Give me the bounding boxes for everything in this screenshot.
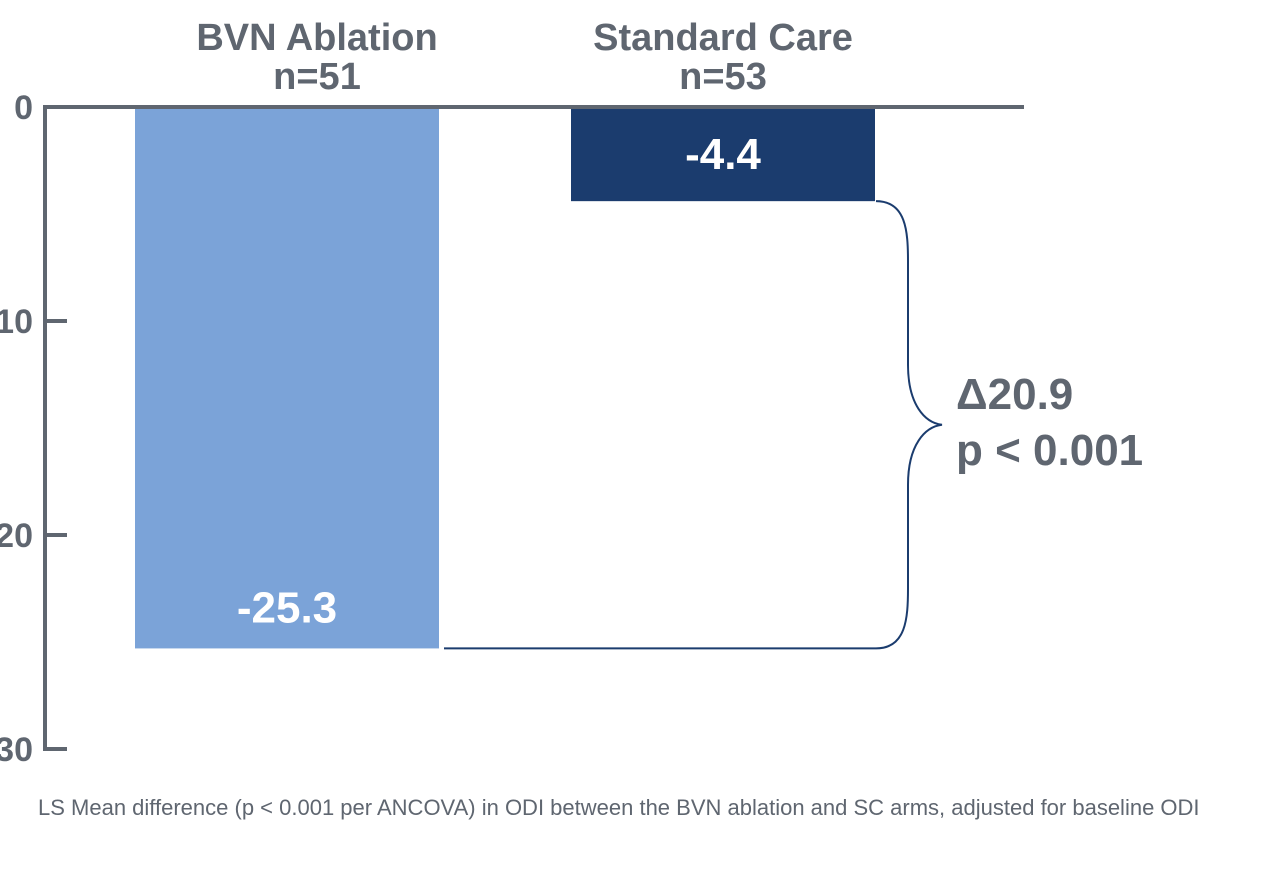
axis-layer	[43, 105, 1024, 751]
bar-standard-care	[571, 107, 875, 202]
bars-layer	[135, 107, 875, 649]
y-tick-label: 10	[0, 303, 33, 341]
bracket-layer	[444, 200, 943, 650]
category-sublabel: n=53	[679, 56, 767, 98]
y-tick-label: 0	[14, 89, 33, 127]
data-label: -25.3	[237, 583, 337, 632]
category-label: Standard Care	[593, 17, 853, 59]
difference-annotation: Δ20.9	[956, 370, 1073, 419]
category-sublabel: n=51	[273, 56, 361, 98]
p-value-annotation: p < 0.001	[956, 426, 1143, 475]
bracket	[875, 200, 943, 650]
y-tick-label: 30	[0, 731, 33, 769]
category-label: BVN Ablation	[196, 17, 437, 59]
bar-bvn-ablation	[135, 107, 439, 649]
data-label: -4.4	[685, 130, 761, 179]
footnote: LS Mean difference (p < 0.001 per ANCOVA…	[38, 795, 1200, 820]
y-tick-label: 20	[0, 517, 33, 555]
